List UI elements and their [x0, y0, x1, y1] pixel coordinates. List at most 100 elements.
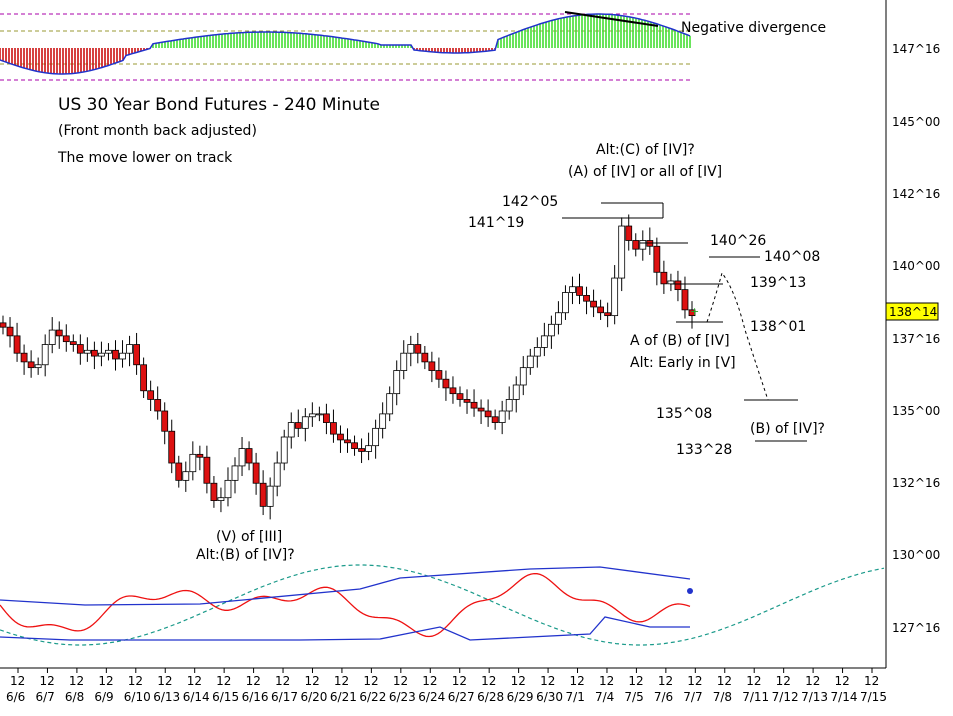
chart-titles: US 30 Year Bond Futures - 240 Minute (Fr…: [57, 95, 380, 166]
y-tick-label: 132^16: [892, 476, 940, 490]
x-tick-date: 7/15: [860, 690, 887, 704]
candle-body: [308, 413, 316, 418]
candle-body: [266, 485, 274, 507]
x-tick-date: 7/13: [801, 690, 828, 704]
x-tick-date: 6/23: [389, 690, 416, 704]
divergence-line: [564, 11, 659, 27]
x-tick-hour: 12: [746, 674, 761, 688]
x-tick-date: 6/29: [507, 690, 534, 704]
x-tick-hour: 12: [246, 674, 261, 688]
cycle-current-dot: [687, 588, 693, 594]
x-tick-date: 6/21: [330, 690, 357, 704]
candle-body: [133, 344, 140, 366]
x-tick-hour: 12: [864, 674, 879, 688]
candle-body: [6, 326, 14, 337]
candle-body: [83, 349, 91, 354]
candle-body: [175, 462, 183, 481]
candle-body: [196, 453, 204, 458]
candle-body: [583, 294, 590, 302]
candle-body: [519, 367, 527, 386]
cycle-lower-band: [0, 616, 690, 641]
x-tick-date: 6/15: [212, 690, 239, 704]
candle-body: [674, 280, 682, 291]
level-label-140-08: 140^08: [764, 249, 820, 265]
chart-frame: [0, 0, 887, 669]
x-tick-hour: 12: [334, 674, 349, 688]
x-tick-date: 7/4: [595, 690, 614, 704]
candle-body: [105, 349, 112, 354]
x-tick-date: 7/12: [772, 690, 799, 704]
candle-body: [442, 378, 450, 389]
candle-body: [505, 399, 513, 412]
candle-body: [154, 399, 162, 412]
candle-body: [477, 407, 485, 412]
candle-body: [337, 433, 344, 441]
x-tick-date: 6/7: [35, 690, 54, 704]
candle-body: [618, 225, 626, 279]
x-tick-date: 6/24: [418, 690, 445, 704]
candle-body: [449, 387, 457, 395]
candle-body: [34, 364, 42, 369]
candle-body: [597, 306, 605, 314]
candle-body: [69, 341, 77, 345]
candle-body: [294, 422, 302, 429]
candle-body: [639, 240, 647, 250]
candle-body: [330, 422, 337, 435]
oscillator-line: [0, 13, 691, 75]
wave-label-a-of-iv: (A) of [IV] or all of [IV]: [568, 164, 722, 180]
candle-body: [681, 289, 689, 311]
y-tick-label: 137^16: [892, 332, 940, 346]
candle-body: [168, 430, 176, 464]
candle-body: [13, 335, 21, 354]
candle-body: [512, 384, 520, 400]
current-price-box: [885, 302, 939, 321]
candle-body: [140, 364, 148, 392]
candle-body: [238, 448, 246, 467]
candle-body: [259, 482, 267, 507]
candle-body: [569, 286, 576, 293]
candle-body: [189, 453, 197, 473]
candle-body: [470, 401, 478, 409]
candle-body: [344, 439, 351, 444]
y-tick-label: 140^00: [892, 259, 940, 273]
candle-body: [407, 344, 415, 354]
candle-body: [421, 352, 429, 363]
candle-body: [498, 410, 506, 423]
x-tick-hour: 12: [157, 674, 172, 688]
level-label-142-05: 142^05: [502, 194, 558, 210]
x-tick-date: 7/8: [713, 690, 732, 704]
candle-body: [428, 361, 436, 371]
candle-body: [48, 329, 56, 345]
candle-body: [533, 347, 541, 357]
candle-body: [386, 393, 394, 415]
x-tick-date: 7/7: [683, 690, 702, 704]
wave-label-alt-early-v: Alt: Early in [V]: [630, 355, 736, 371]
chart-subtitle: (Front month back adjusted): [58, 123, 257, 139]
x-tick-date: 6/28: [477, 690, 504, 704]
wave-label-alt-b-of-iv: Alt:(B) of [IV]?: [196, 547, 295, 563]
candle-body: [27, 361, 35, 369]
candle-body: [562, 292, 569, 314]
x-tick-hour: 12: [363, 674, 378, 688]
candle-body: [576, 286, 583, 296]
candle-body: [463, 399, 471, 403]
candle-body: [55, 329, 63, 337]
chart-title: US 30 Year Bond Futures - 240 Minute: [58, 95, 380, 115]
candle-body: [0, 322, 7, 328]
level-label-140-26: 140^26: [710, 233, 766, 249]
candle-body: [393, 370, 401, 395]
candle-body: [280, 436, 288, 464]
cycle-upper-band: [0, 566, 691, 606]
candle-body: [456, 393, 464, 400]
x-tick-date: 7/6: [654, 690, 673, 704]
wave-annotations: Alt:(C) of [IV]? (A) of [IV] or all of […: [196, 142, 825, 563]
level-label-133-28: 133^28: [676, 442, 732, 458]
candle-body: [351, 442, 358, 449]
x-tick-hour: 12: [452, 674, 467, 688]
y-tick-label: 130^00: [892, 548, 940, 562]
candle-body: [435, 370, 443, 380]
candle-body: [372, 427, 380, 447]
x-tick-date: 6/30: [536, 690, 563, 704]
x-tick-hour: 12: [540, 674, 555, 688]
candle-body: [301, 416, 309, 429]
